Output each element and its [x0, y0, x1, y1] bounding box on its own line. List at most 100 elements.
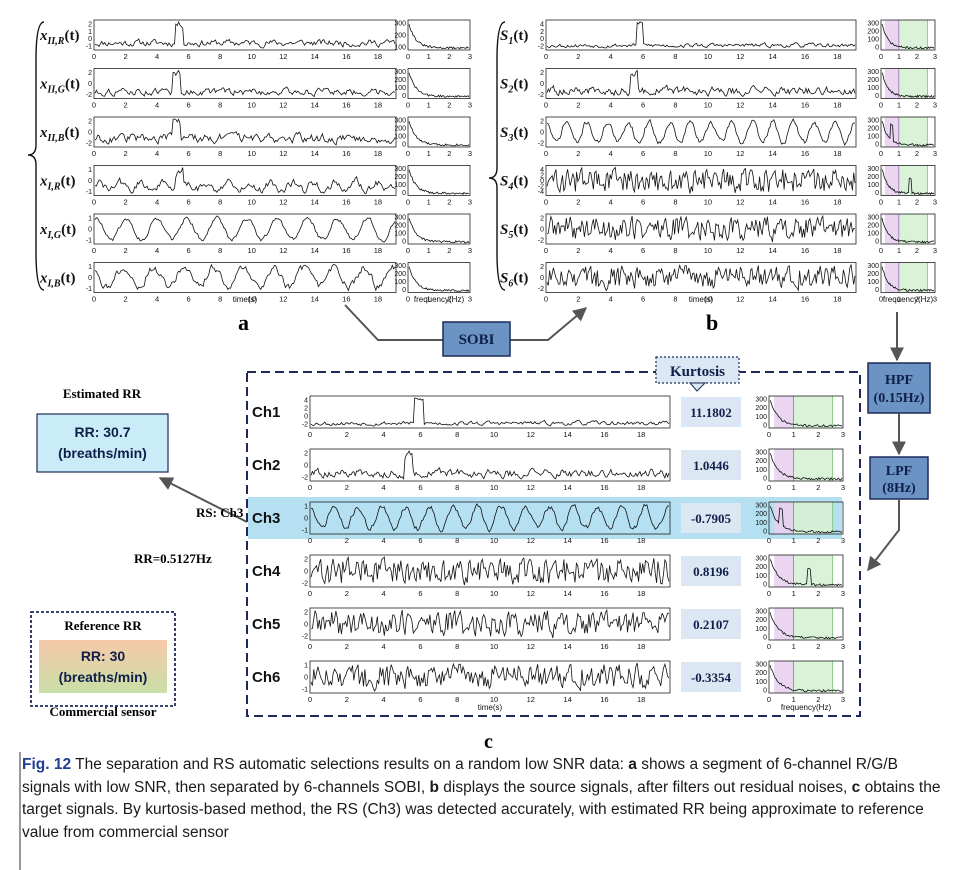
channel-5-spectrum [769, 612, 843, 640]
panel-b-row1-xtick: 2 [576, 52, 580, 61]
estimated-rr-title: Estimated RR [63, 386, 142, 401]
panel-b-row6-xtick: 8 [673, 295, 677, 304]
channel-4-xtick: 0 [308, 589, 312, 598]
panel-a-row6-xtick: 18 [374, 295, 382, 304]
panel-b-row3-xtick: 2 [576, 149, 580, 158]
channel-1-ytick: -2 [302, 422, 308, 429]
channel-4-spec-xtick: 2 [816, 589, 820, 598]
selected-channel-highlight [248, 497, 842, 539]
panel-b-row5-xtick: 16 [801, 246, 809, 255]
panel-a-row4-ytick: 0 [88, 178, 92, 185]
panel-b-row5-spec-xtick: 1 [897, 246, 901, 255]
panel-a-row3-xtick: 16 [342, 149, 350, 158]
panel-a-row5-spectrum [408, 218, 470, 244]
panel-a-row6-spec-xtick: 2 [447, 295, 451, 304]
panel-b-row3-xtick: 12 [736, 149, 744, 158]
panel-a-row4-xtick: 6 [187, 198, 191, 207]
channel-6-ytick: 0 [304, 675, 308, 682]
channel-4-band-purple [774, 555, 794, 587]
channel-5-xtick: 16 [600, 642, 608, 651]
panel-a-row1-xtick: 0 [92, 52, 96, 61]
channel-6-spec-xtick: 1 [792, 695, 796, 704]
channel-4-xtick: 18 [637, 589, 645, 598]
channel-2-name: Ch2 [252, 457, 280, 474]
panel-b-row3-label-base: S [500, 125, 508, 141]
panel-b-row6-axes [545, 262, 857, 293]
channel-2-xtick: 14 [563, 483, 571, 492]
panel-b-row4-xtick: 4 [609, 198, 613, 207]
panel-b-row4-ytick: -4 [538, 189, 544, 196]
channel-2-band-purple [774, 449, 794, 481]
panel-b-row5-xtick: 4 [609, 246, 613, 255]
panel-b-row2-spec-ytick: 200 [867, 77, 879, 84]
panel-a-row1-spec-xtick: 0 [406, 52, 410, 61]
panel-b-row5-ytick: 0 [540, 227, 544, 234]
channel-3-band-green [793, 502, 833, 534]
channel-1-name: Ch1 [252, 404, 280, 421]
panel-a-freq-label: frequency(Hz) [414, 295, 465, 304]
panel-b-row4-xtick: 2 [576, 198, 580, 207]
panel-a-row3-spec-ytick: 100 [394, 134, 406, 141]
panel-a-row3-spectrum [408, 121, 470, 147]
panel-b-row5-xtick: 14 [768, 246, 776, 255]
channel-5-xtick: 4 [382, 642, 386, 651]
panel-b-row4-spectrum [881, 169, 935, 196]
panel-a-row2-xtick: 0 [92, 101, 96, 110]
panel-a-row6-label-base: x [39, 271, 48, 287]
panel-a-row3-spec-ytick: 0 [402, 142, 406, 149]
channel-1-trace [310, 397, 670, 427]
panel-a-row3-xtick: 18 [374, 149, 382, 158]
panel-c-time-label: time(s) [478, 703, 503, 712]
channel-3-kurtosis: -0.7905 [691, 511, 732, 526]
panel-b-row6-spec-xtick: 2 [915, 295, 919, 304]
channel-1-xtick: 12 [527, 430, 535, 439]
rr-frequency-label: RR=0.5127Hz [134, 551, 212, 566]
panel-b-row2-xtick: 8 [673, 101, 677, 110]
panel-a-row4-label: xI,R(t) [39, 174, 76, 193]
channel-5-spec-ytick: 200 [755, 617, 767, 624]
channel-3-ytick: 1 [304, 504, 308, 511]
panel-a-row1-xtick: 8 [218, 52, 222, 61]
channel-1-spec-xtick: 3 [841, 430, 845, 439]
channel-1-xtick: 6 [418, 430, 422, 439]
panel-a-row1-ytick: -1 [86, 44, 92, 51]
panel-b-row2-xtick: 16 [801, 101, 809, 110]
panel-b-row1-ytick: 4 [540, 22, 544, 29]
channel-6-spec-xtick: 3 [841, 695, 845, 704]
panel-b-row3-spec-ytick: 0 [875, 142, 879, 149]
channel-3-spec-ytick: 100 [755, 520, 767, 527]
channel-6-xtick: 12 [527, 695, 535, 704]
channel-1-ytick: 2 [304, 406, 308, 413]
panel-b-row4-ytick: 0 [540, 178, 544, 185]
channel-1-spec-ytick: 0 [763, 423, 767, 430]
channel-3-xtick: 16 [600, 536, 608, 545]
kurtosis-header: Kurtosis [655, 356, 740, 392]
channel-2-spec-ytick: 200 [755, 458, 767, 465]
panel-a-row2-spec-axes [407, 68, 471, 99]
panel-b-row5-spec-xtick: 0 [879, 246, 883, 255]
channel-3-trace [310, 503, 670, 533]
panel-b-row6-spec-ytick: 0 [875, 287, 879, 294]
channel-6-axes [309, 660, 671, 694]
channel-4-ytick: 2 [304, 557, 308, 564]
panel-a-row6-label: xI,B(t) [39, 271, 76, 290]
panel-a-row5-xtick: 12 [279, 246, 287, 255]
panel-a-row4-xtick: 16 [342, 198, 350, 207]
channel-5-spec-ytick: 100 [755, 626, 767, 633]
channel-5-xtick: 10 [490, 642, 498, 651]
channel-2-spec-ytick: 0 [763, 476, 767, 483]
panel-a-row1-label-base: x [39, 28, 48, 44]
panel-a-row2-xtick: 10 [248, 101, 256, 110]
panel-b-row1-ytick: 0 [540, 36, 544, 43]
panel-b-row1-xtick: 8 [673, 52, 677, 61]
panel-b-row1-spec-xtick: 3 [933, 52, 937, 61]
panel-a-row6-xtick: 10 [248, 295, 256, 304]
channel-3-xtick: 2 [345, 536, 349, 545]
channel-4-axes [309, 554, 671, 588]
panel-a-row2-spectrum [408, 72, 470, 98]
panel-b-row2-xtick: 2 [576, 101, 580, 110]
panel-b-row6-xtick: 0 [544, 295, 548, 304]
panel-b-row4-band-green [898, 165, 928, 196]
panel-a-row4-spec-ytick: 300 [394, 166, 406, 173]
panel-b-row2-ytick: 0 [540, 81, 544, 88]
